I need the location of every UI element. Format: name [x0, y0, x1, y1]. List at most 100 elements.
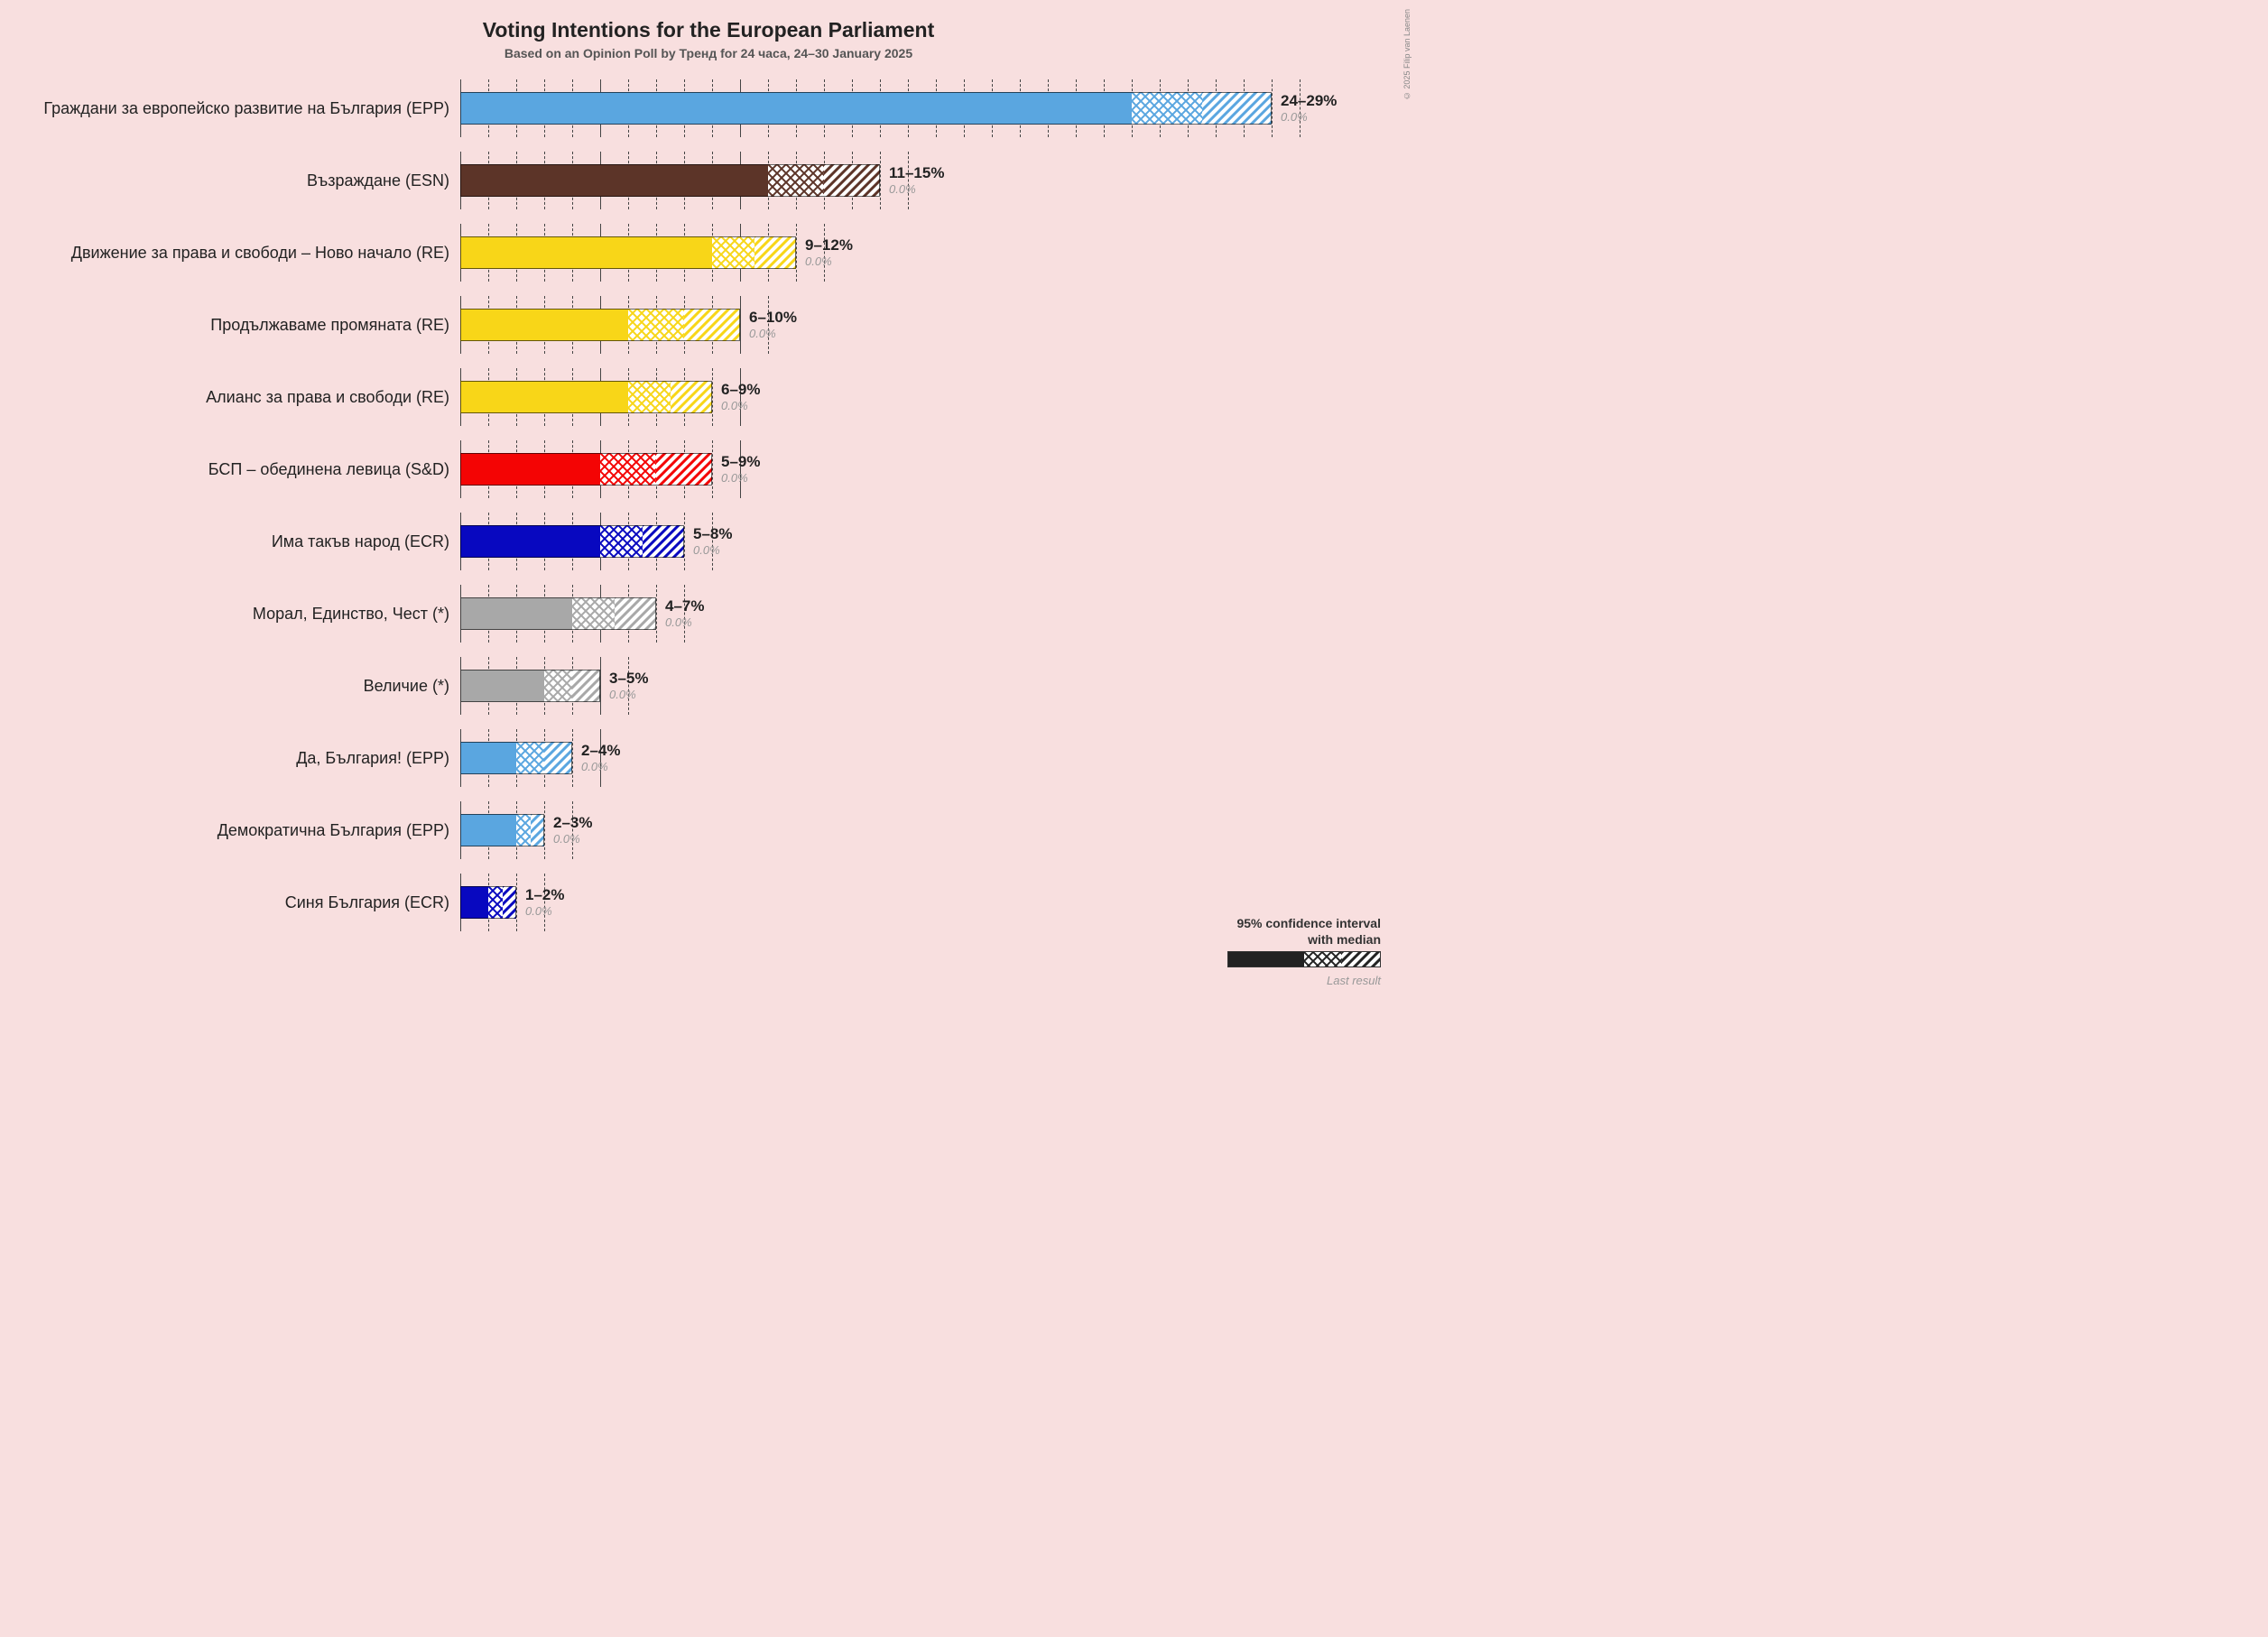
confidence-bar	[460, 453, 712, 486]
grid-tick	[684, 513, 685, 570]
bar-area: 4–7%0.0%	[460, 578, 1417, 650]
grid-tick	[516, 874, 517, 931]
value-label: 24–29%	[1281, 92, 1337, 110]
bar-solid-segment	[460, 525, 600, 558]
bar-crosshatch-segment	[628, 381, 671, 413]
subvalue-label: 0.0%	[749, 327, 776, 340]
bar-diagonal-segment	[615, 597, 657, 630]
bar-diagonal-segment	[671, 381, 713, 413]
value-label: 5–8%	[693, 525, 732, 543]
bar-area: 3–5%0.0%	[460, 650, 1417, 722]
subvalue-label: 0.0%	[721, 471, 748, 485]
party-row: Има такъв народ (ECR)5–8%0.0%	[0, 505, 1417, 578]
bar-solid-segment	[460, 886, 488, 919]
legend-solid	[1228, 952, 1304, 966]
confidence-bar	[460, 525, 684, 558]
value-label: 6–10%	[749, 309, 797, 327]
party-label: Възраждане (ESN)	[0, 171, 460, 190]
bar-crosshatch-segment	[516, 814, 531, 846]
party-row: Възраждане (ESN)11–15%0.0%	[0, 144, 1417, 217]
subvalue-label: 0.0%	[721, 399, 748, 412]
subvalue-label: 0.0%	[609, 688, 636, 701]
party-label: Величие (*)	[0, 677, 460, 696]
bar-diagonal-segment	[544, 742, 572, 774]
bar-diagonal-segment	[531, 814, 545, 846]
party-label: Движение за права и свободи – Ново начал…	[0, 244, 460, 263]
legend-crosshatch	[1304, 952, 1342, 966]
party-label: Продължаваме промяната (RE)	[0, 316, 460, 335]
confidence-bar	[460, 597, 656, 630]
confidence-bar	[460, 814, 544, 846]
party-row: Морал, Единство, Чест (*)4–7%0.0%	[0, 578, 1417, 650]
bar-crosshatch-segment	[544, 670, 572, 702]
bar-area: 5–8%0.0%	[460, 505, 1417, 578]
legend-bar	[1227, 951, 1381, 967]
bar-diagonal-segment	[572, 670, 600, 702]
subvalue-label: 0.0%	[553, 832, 580, 846]
bar-solid-segment	[460, 814, 516, 846]
bar-solid-segment	[460, 92, 1132, 125]
grid-tick	[656, 585, 657, 643]
chart-title: Voting Intentions for the European Parli…	[0, 18, 1417, 42]
value-label: 6–9%	[721, 381, 760, 399]
bar-area: 2–3%0.0%	[460, 794, 1417, 866]
bar-area: 11–15%0.0%	[460, 144, 1417, 217]
party-row: БСП – обединена левица (S&D)5–9%0.0%	[0, 433, 1417, 505]
confidence-bar	[460, 92, 1272, 125]
chart-container: Voting Intentions for the European Parli…	[0, 0, 1417, 1023]
grid-tick	[544, 801, 545, 859]
party-label: Има такъв народ (ECR)	[0, 532, 460, 551]
party-label: Да, България! (EPP)	[0, 749, 460, 768]
bar-diagonal-segment	[684, 309, 740, 341]
party-row: Граждани за европейско развитие на Бълга…	[0, 72, 1417, 144]
bar-diagonal-segment	[1202, 92, 1273, 125]
legend-last-result: Last result	[1227, 974, 1381, 987]
party-label: Алианс за права и свободи (RE)	[0, 388, 460, 407]
bar-crosshatch-segment	[712, 236, 754, 269]
bar-solid-segment	[460, 236, 712, 269]
confidence-bar	[460, 309, 740, 341]
grid-tick	[880, 152, 881, 209]
bar-solid-segment	[460, 164, 768, 197]
value-label: 2–4%	[581, 742, 620, 760]
bar-crosshatch-segment	[488, 886, 503, 919]
bar-solid-segment	[460, 381, 628, 413]
party-label: Демократична България (EPP)	[0, 821, 460, 840]
subvalue-label: 0.0%	[581, 760, 608, 773]
party-row: Синя България (ECR) 1–2%0.0%	[0, 866, 1417, 939]
bar-diagonal-segment	[754, 236, 797, 269]
bar-area: 9–12%0.0%	[460, 217, 1417, 289]
party-label: Синя България (ECR)	[0, 893, 460, 912]
grid-tick	[1272, 79, 1273, 137]
party-row: Движение за права и свободи – Ново начал…	[0, 217, 1417, 289]
subvalue-label: 0.0%	[889, 182, 916, 196]
subvalue-label: 0.0%	[805, 254, 832, 268]
subvalue-label: 0.0%	[693, 543, 720, 557]
confidence-bar	[460, 886, 516, 919]
bar-rows: Граждани за европейско развитие на Бълга…	[0, 72, 1417, 939]
confidence-bar	[460, 164, 880, 197]
legend-title: 95% confidence interval with median	[1227, 915, 1381, 948]
value-label: 5–9%	[721, 453, 760, 471]
bar-crosshatch-segment	[600, 453, 656, 486]
value-label: 4–7%	[665, 597, 704, 615]
bar-area: 5–9%0.0%	[460, 433, 1417, 505]
bar-solid-segment	[460, 670, 544, 702]
party-label: Граждани за европейско развитие на Бълга…	[0, 99, 460, 118]
bar-crosshatch-segment	[572, 597, 615, 630]
subvalue-label: 0.0%	[1281, 110, 1308, 124]
grid-tick	[712, 368, 713, 426]
legend-title-line1: 95% confidence interval	[1236, 916, 1381, 930]
bar-solid-segment	[460, 309, 628, 341]
party-label: БСП – обединена левица (S&D)	[0, 460, 460, 479]
grid-tick	[572, 729, 573, 787]
axis	[460, 794, 1417, 866]
value-label: 11–15%	[889, 164, 944, 182]
bar-crosshatch-segment	[600, 525, 643, 558]
party-label: Морал, Единство, Чест (*)	[0, 605, 460, 624]
subvalue-label: 0.0%	[525, 904, 552, 918]
legend-diagonal	[1342, 952, 1380, 966]
value-label: 3–5%	[609, 670, 648, 688]
value-label: 1–2%	[525, 886, 564, 904]
bar-diagonal-segment	[824, 164, 880, 197]
